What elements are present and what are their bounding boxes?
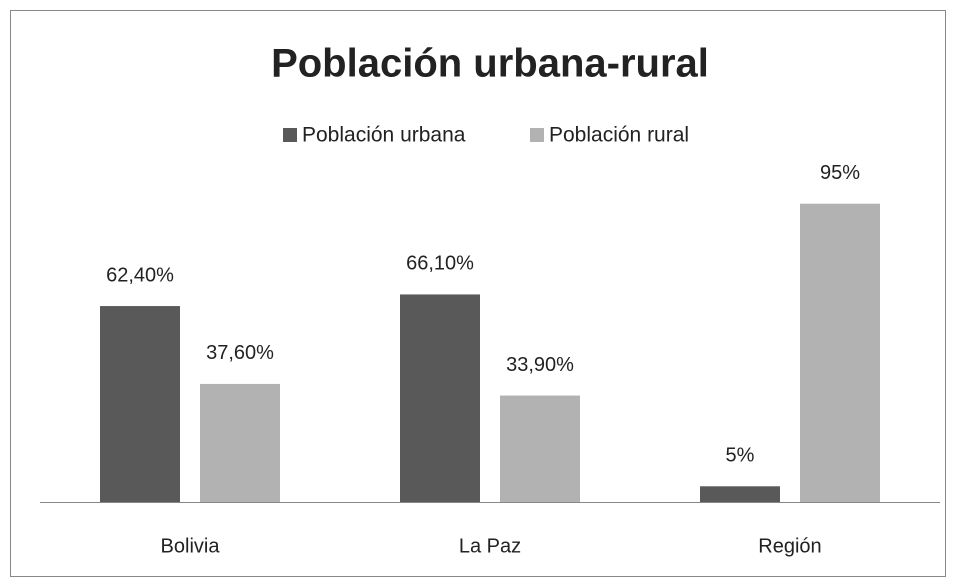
legend-label: Población urbana bbox=[302, 124, 466, 147]
x-tick-label: Bolivia bbox=[161, 535, 221, 557]
bar bbox=[400, 294, 480, 502]
bar bbox=[200, 383, 280, 502]
bar bbox=[800, 203, 880, 502]
value-label: 37,60% bbox=[206, 342, 274, 364]
legend-swatch bbox=[530, 128, 544, 142]
legend-label: Población rural bbox=[549, 124, 689, 147]
x-tick-label: Región bbox=[758, 535, 821, 557]
value-label: 33,90% bbox=[506, 354, 574, 376]
value-label: 66,10% bbox=[406, 253, 474, 275]
value-label: 62,40% bbox=[106, 264, 174, 286]
bar bbox=[700, 486, 780, 502]
value-label: 5% bbox=[726, 445, 755, 467]
legend-swatch bbox=[283, 128, 297, 142]
x-tick-label: La Paz bbox=[459, 535, 521, 557]
bar bbox=[500, 395, 580, 502]
value-label: 95% bbox=[820, 162, 860, 184]
chart-title: Población urbana-rural bbox=[271, 42, 709, 86]
bar bbox=[100, 306, 180, 502]
